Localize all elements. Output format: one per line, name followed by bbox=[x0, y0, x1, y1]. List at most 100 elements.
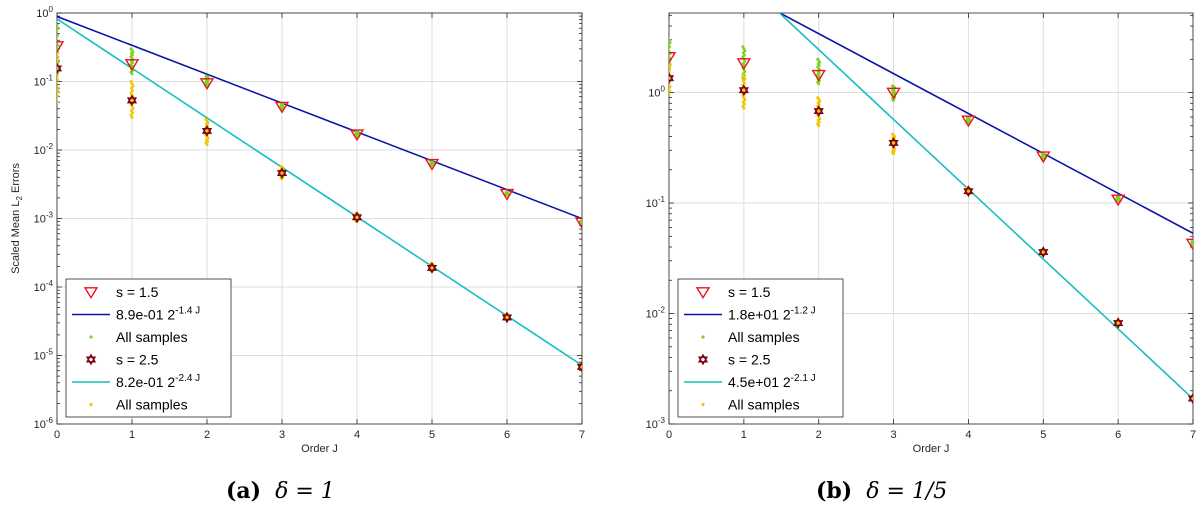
marker-triangle bbox=[1036, 151, 1051, 164]
caption-b: (b) δ = 1/5 bbox=[816, 478, 948, 504]
sample-point bbox=[57, 37, 58, 40]
marker-triangle bbox=[1185, 238, 1193, 251]
legend-label: s = 2.5 bbox=[116, 352, 159, 368]
chart-1: 0 1 2 3 4 5 6 7 10-3 10-2 10-1 100 Order J s = 1.5 1.8… bbox=[646, 12, 1196, 455]
marker-hexagram bbox=[963, 188, 974, 198]
y-tick-label: 10-1 bbox=[646, 195, 666, 210]
sample-point bbox=[57, 97, 58, 101]
x-tick-label: 5 bbox=[429, 429, 435, 441]
marker-hexagram bbox=[201, 125, 213, 134]
marker-triangle bbox=[886, 87, 901, 100]
marker-hexagram bbox=[669, 72, 675, 82]
legend-label: 4.5e+01 2-2.1 J bbox=[728, 373, 816, 390]
marker-hexagram bbox=[738, 87, 749, 97]
legend-dot bbox=[701, 402, 705, 407]
figure: 0 1 2 3 4 5 6 7 10-6 10-5 10-4 10-3 10-2 10-1 100 Order… bbox=[10, 5, 1196, 455]
marker-triangle bbox=[669, 52, 677, 64]
marker-hexagram bbox=[57, 65, 63, 75]
ticks bbox=[668, 13, 1194, 425]
sample-point bbox=[669, 64, 672, 68]
marker-hexagram bbox=[426, 264, 438, 274]
legend-label: All samples bbox=[116, 329, 188, 345]
marker-hexagram bbox=[1113, 317, 1124, 326]
legend-marker-triangle bbox=[695, 287, 711, 300]
legend-marker-hexagram bbox=[85, 356, 97, 366]
sample-point bbox=[743, 77, 747, 81]
sample-point bbox=[57, 75, 58, 78]
marker-hexagram bbox=[426, 262, 438, 271]
marker-hexagram bbox=[351, 211, 363, 221]
sample-point bbox=[57, 59, 58, 62]
x-tick-label: 5 bbox=[1040, 429, 1046, 441]
x-axis-label: Order J bbox=[913, 443, 950, 455]
marker-hexagram bbox=[276, 167, 288, 177]
sample-point bbox=[743, 49, 747, 53]
sample-point bbox=[743, 98, 747, 102]
legend-label: 8.2e-01 2-2.4 J bbox=[116, 373, 200, 390]
legend-label: All samples bbox=[116, 397, 188, 413]
sample-point bbox=[743, 70, 747, 74]
marker-hexagram bbox=[963, 185, 974, 195]
legend: s = 1.5 8.9e-01 2-1.4 J All samples s = 2.5… bbox=[65, 278, 232, 418]
sample-point bbox=[669, 68, 671, 72]
x-tick-label: 0 bbox=[54, 429, 60, 441]
sample-point bbox=[57, 84, 59, 88]
sample-point bbox=[355, 134, 359, 138]
sample-point bbox=[742, 53, 746, 57]
sample-point bbox=[130, 72, 134, 76]
marker-hexagram bbox=[669, 75, 675, 85]
marker-triangle bbox=[57, 41, 65, 54]
x-axis-label: Order J bbox=[301, 443, 338, 455]
y-tick-label: 10-1 bbox=[34, 74, 54, 89]
marker-hexagram bbox=[126, 97, 138, 107]
sample-point bbox=[130, 115, 134, 119]
sample-point bbox=[669, 58, 670, 62]
sample-point bbox=[129, 113, 133, 117]
marker-hexagram bbox=[576, 361, 582, 370]
marker-triangle bbox=[574, 217, 582, 230]
sample-point bbox=[130, 82, 134, 86]
marker-hexagram bbox=[813, 105, 824, 115]
y-tick-label: 10-6 bbox=[34, 416, 54, 431]
sample-point bbox=[742, 81, 746, 85]
sample-point bbox=[669, 93, 671, 97]
sample-point bbox=[505, 193, 509, 197]
marker-triangle bbox=[349, 129, 365, 142]
marker-hexagram bbox=[57, 62, 63, 72]
marker-hexagram bbox=[351, 214, 363, 224]
fit-line-4 bbox=[778, 13, 1193, 400]
y-tick-label: 100 bbox=[36, 5, 53, 20]
marker-hexagram bbox=[126, 94, 138, 104]
sample-point bbox=[669, 45, 671, 49]
marker-triangle bbox=[274, 101, 290, 114]
marker-hexagram bbox=[888, 139, 899, 149]
y-tick-label: 10-2 bbox=[34, 142, 54, 157]
legend-dot bbox=[89, 335, 93, 339]
marker-hexagram bbox=[201, 127, 213, 137]
legend-marker-hexagram bbox=[697, 356, 709, 366]
marker-triangle bbox=[811, 69, 826, 82]
x-tick-label: 1 bbox=[129, 429, 135, 441]
marker-hexagram bbox=[501, 314, 513, 324]
y-tick-label: 10-2 bbox=[646, 306, 666, 321]
sample-point bbox=[57, 30, 58, 34]
legend-label: 1.8e+01 2-1.2 J bbox=[728, 306, 816, 323]
sample-point bbox=[57, 23, 59, 27]
marker-hexagram bbox=[501, 311, 513, 321]
y-tick-label: 100 bbox=[648, 85, 665, 100]
legend: s = 1.5 1.8e+01 2-1.2 J All samples s = 2.5… bbox=[677, 278, 844, 418]
sample-point bbox=[57, 33, 59, 37]
x-tick-label: 2 bbox=[816, 429, 822, 441]
marker-hexagram bbox=[1187, 392, 1193, 402]
marker-hexagram bbox=[1113, 320, 1124, 329]
marker-hexagram bbox=[1038, 246, 1049, 256]
marker-hexagram bbox=[813, 108, 824, 117]
y-tick-label: 10-4 bbox=[34, 279, 54, 294]
sample-point bbox=[57, 26, 60, 30]
fit-line-1 bbox=[778, 13, 1193, 234]
y-tick-label: 10-5 bbox=[34, 348, 54, 363]
sample-point bbox=[742, 102, 746, 106]
chart-0: 0 1 2 3 4 5 6 7 10-6 10-5 10-4 10-3 10-2 10-1 100 Order… bbox=[10, 5, 585, 455]
axes-box bbox=[668, 12, 1194, 425]
legend-label: 8.9e-01 2-1.4 J bbox=[116, 306, 200, 323]
